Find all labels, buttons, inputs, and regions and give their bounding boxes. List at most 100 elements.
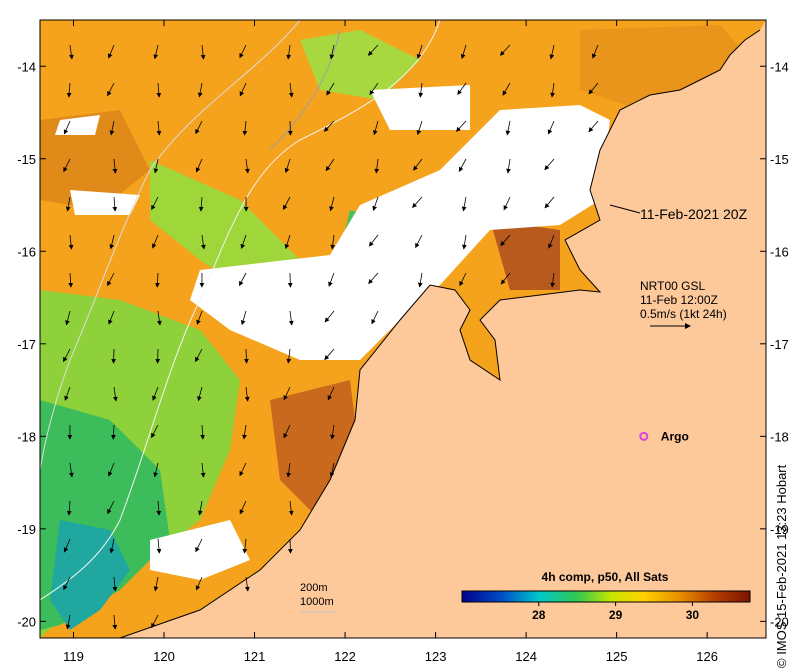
current-vector (242, 120, 248, 136)
vector-legend-line1: NRT00 GSL (640, 279, 705, 293)
current-vector (459, 272, 467, 287)
current-vector (549, 44, 555, 60)
current-vector (66, 500, 72, 516)
timestamp-pointer (609, 204, 641, 214)
current-vector (157, 310, 162, 326)
current-vector (286, 462, 291, 478)
current-vector (368, 272, 379, 285)
current-vector (65, 310, 71, 326)
x-axis: 119 120 121 122 123 124 125 126 (63, 20, 718, 664)
y-tick-label: -14 (770, 59, 789, 74)
current-vector (242, 424, 247, 440)
current-vector (329, 44, 335, 60)
y-axis: -14 -14 -15 -15 -16 -16 -17 -17 -18 -18 -19 -19 -20 -… (17, 59, 789, 629)
current-vector (544, 196, 555, 209)
isobath-200m (40, 20, 441, 601)
current-vector (195, 348, 203, 363)
current-vector (415, 234, 423, 249)
current-vector (367, 44, 379, 56)
argo-marker (639, 431, 649, 441)
current-vector (461, 196, 467, 212)
current-vector (242, 538, 248, 554)
current-vector (155, 272, 160, 288)
current-vector (151, 424, 159, 439)
current-vector (198, 196, 204, 212)
current-vector (325, 158, 335, 172)
current-vector (324, 310, 335, 323)
colorbar-tick-label: 30 (686, 608, 700, 622)
current-vector (500, 234, 511, 247)
current-vector (200, 462, 206, 478)
current-vector (412, 196, 423, 208)
current-vector (502, 82, 511, 96)
current-vector (108, 310, 115, 325)
y-tick-label: -18 (17, 429, 36, 444)
colorbar-tick-label: 28 (532, 608, 546, 622)
current-vector (151, 196, 159, 211)
current-vector (506, 158, 511, 174)
x-tick-label: 124 (515, 649, 537, 664)
current-vector (153, 576, 159, 592)
argo-label: Argo (661, 429, 689, 443)
current-vector (65, 614, 71, 630)
current-vector (108, 462, 115, 477)
current-vector (109, 120, 115, 136)
current-vector (68, 272, 74, 288)
current-vector (112, 158, 118, 174)
current-vector (200, 234, 206, 250)
sst-cool-patch (50, 520, 130, 630)
current-vector (284, 234, 291, 250)
x-tick-label: 122 (334, 649, 356, 664)
y-tick-label: -18 (770, 429, 789, 444)
current-vector (503, 196, 511, 211)
current-vector (550, 272, 556, 288)
current-vector (455, 120, 467, 132)
current-vector (288, 82, 294, 98)
current-vector (369, 82, 379, 96)
current-vector (505, 120, 511, 136)
current-vector (287, 538, 293, 554)
current-vector (592, 44, 599, 59)
current-vector (239, 82, 247, 97)
current-vector (283, 424, 291, 439)
isobath-legend-200m: 200m (300, 582, 328, 594)
y-tick-label: -15 (17, 152, 36, 167)
current-vector (63, 538, 71, 553)
current-vector (239, 44, 247, 59)
current-vector (107, 82, 115, 97)
current-vector (156, 500, 162, 516)
current-vector (244, 386, 250, 402)
current-vector (111, 424, 116, 440)
current-vector (288, 500, 294, 516)
x-tick-label: 119 (63, 649, 84, 664)
current-vector (63, 120, 71, 135)
current-vector (548, 234, 555, 249)
current-vector (197, 500, 203, 516)
current-vector (156, 120, 162, 136)
current-vector (416, 120, 423, 136)
current-vector (240, 234, 247, 250)
current-vector (328, 272, 335, 287)
land-mass (120, 20, 766, 638)
current-vector (416, 44, 423, 60)
current-vector (195, 576, 203, 591)
current-vector (462, 234, 467, 250)
current-vector (417, 272, 423, 288)
current-vector (324, 348, 335, 361)
cloud-mask (150, 520, 250, 580)
y-tick-label: -16 (770, 244, 789, 259)
current-vector (109, 234, 115, 250)
y-tick-label: -15 (770, 152, 789, 167)
vector-legend-line3: 0.5m/s (1kt 24h) (640, 307, 727, 321)
current-vector (112, 576, 118, 592)
vector-legend-line2: 11-Feb 12:00Z (640, 293, 718, 307)
coastline (119, 29, 761, 638)
current-vector (152, 386, 159, 401)
current-vector (200, 44, 206, 60)
credit-label: © IMOS 15-Feb-2021 13:23 Hobart (774, 464, 789, 668)
current-vector (112, 614, 118, 630)
y-tick-label: -16 (17, 244, 36, 259)
current-vector (197, 386, 203, 402)
current-vector (500, 272, 511, 285)
current-vector (200, 424, 206, 440)
